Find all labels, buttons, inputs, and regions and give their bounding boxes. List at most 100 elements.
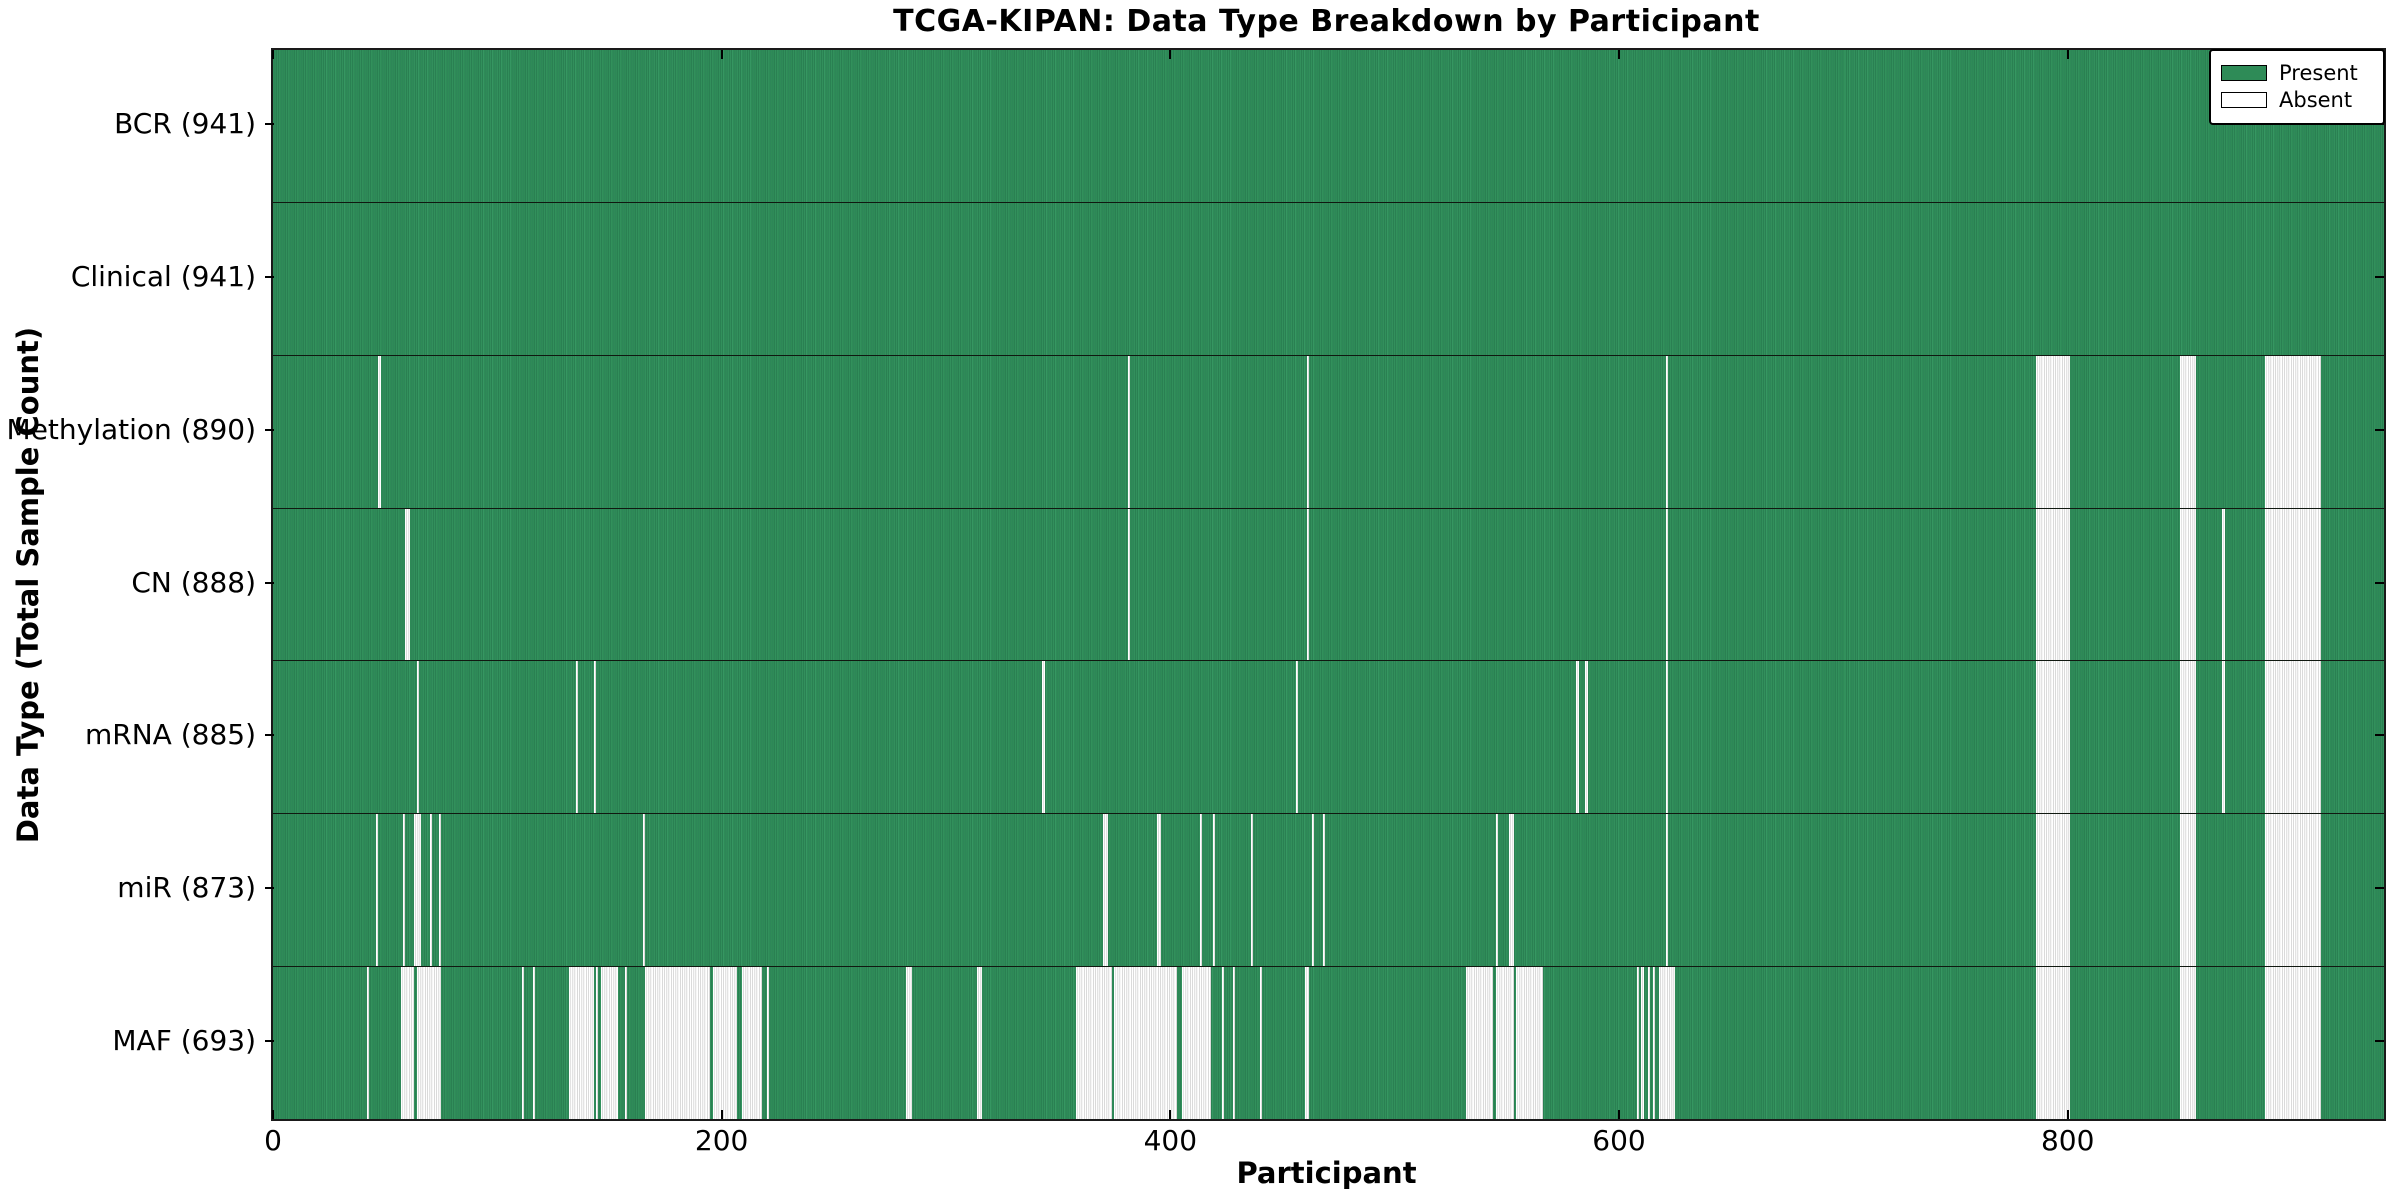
absent-block bbox=[1576, 661, 1579, 814]
x-tick-mark bbox=[1618, 1110, 1620, 1119]
x-tick-mark bbox=[272, 50, 274, 59]
absent-block bbox=[1251, 814, 1254, 967]
absent-block bbox=[1641, 967, 1644, 1120]
absent-block bbox=[2179, 661, 2196, 814]
absent-block bbox=[416, 967, 442, 1120]
absent-block bbox=[643, 814, 646, 967]
row-band-BCR bbox=[273, 50, 2384, 202]
x-tick-label: 600 bbox=[1592, 1124, 1646, 1157]
absent-block bbox=[2265, 355, 2322, 508]
y-tick-label: Methylation (890) bbox=[6, 412, 256, 446]
legend: Present Absent bbox=[2209, 49, 2385, 125]
y-tick-mark bbox=[265, 276, 274, 279]
x-tick-mark bbox=[1618, 50, 1620, 59]
absent-block bbox=[712, 967, 738, 1120]
absent-block bbox=[2036, 508, 2070, 661]
absent-block bbox=[376, 814, 379, 967]
absent-block bbox=[367, 967, 370, 1120]
x-tick-mark bbox=[1169, 1110, 1172, 1119]
y-tick-label: MAF (693) bbox=[112, 1023, 256, 1057]
absent-block bbox=[1156, 814, 1162, 967]
absent-block bbox=[2265, 814, 2322, 967]
absent-block bbox=[1466, 967, 1494, 1120]
absent-block bbox=[625, 967, 628, 1120]
absent-block bbox=[522, 967, 525, 1120]
absent-block bbox=[2036, 661, 2070, 814]
absent-block bbox=[1304, 967, 1310, 1120]
chart-title: TCGA-KIPAN: Data Type Breakdown by Parti… bbox=[893, 4, 1760, 39]
y-tick-mark bbox=[2375, 734, 2384, 737]
absent-block bbox=[766, 967, 769, 1120]
legend-item-present: Present bbox=[2221, 61, 2373, 85]
x-tick-label: 200 bbox=[694, 1124, 749, 1157]
absent-block bbox=[1515, 967, 1543, 1120]
y-tick-mark bbox=[265, 428, 274, 431]
legend-item-absent: Absent bbox=[2221, 88, 2373, 112]
y-tick-label: mRNA (885) bbox=[84, 718, 256, 752]
absent-block bbox=[977, 967, 982, 1120]
x-tick-mark bbox=[720, 50, 723, 59]
absent-block bbox=[1659, 967, 1676, 1120]
absent-block bbox=[1311, 814, 1314, 967]
plot-area: Present Absent bbox=[271, 48, 2386, 1121]
x-tick-label: 0 bbox=[264, 1124, 282, 1157]
absent-block bbox=[1042, 661, 1045, 814]
absent-block bbox=[2265, 661, 2322, 814]
absent-block bbox=[405, 508, 410, 661]
absent-block bbox=[575, 661, 579, 814]
legend-swatch-present-icon bbox=[2221, 65, 2267, 81]
absent-block bbox=[2179, 508, 2196, 661]
absent-block bbox=[1666, 661, 1669, 814]
absent-block bbox=[414, 814, 422, 967]
absent-block bbox=[1199, 814, 1202, 967]
absent-block bbox=[600, 967, 619, 1120]
absent-block bbox=[2179, 355, 2196, 508]
absent-block bbox=[1666, 508, 1669, 661]
absent-block bbox=[533, 967, 536, 1120]
y-tick-mark bbox=[2375, 428, 2384, 431]
absent-block bbox=[1636, 967, 1640, 1120]
row-band-miR bbox=[273, 813, 2384, 967]
y-tick-mark bbox=[2375, 1039, 2384, 1042]
absent-block bbox=[1127, 355, 1130, 508]
y-tick-mark bbox=[2375, 581, 2384, 584]
absent-block bbox=[1181, 967, 1211, 1120]
absent-block bbox=[2222, 508, 2225, 661]
absent-block bbox=[416, 661, 419, 814]
absent-block bbox=[2036, 967, 2070, 1120]
absent-block bbox=[1648, 967, 1651, 1120]
absent-block bbox=[1495, 967, 1514, 1120]
absent-block bbox=[569, 967, 594, 1120]
absent-block bbox=[1295, 661, 1299, 814]
x-tick-label: 400 bbox=[1143, 1124, 1198, 1157]
absent-block bbox=[2036, 814, 2070, 967]
x-tick-mark bbox=[2066, 1110, 2069, 1119]
legend-swatch-absent-icon bbox=[2221, 92, 2267, 108]
y-tick-mark bbox=[265, 886, 274, 889]
y-tick-mark bbox=[2375, 276, 2384, 279]
y-tick-label: CN (888) bbox=[131, 565, 256, 599]
absent-block bbox=[1212, 814, 1216, 967]
y-tick-mark bbox=[2375, 886, 2384, 889]
row-band-mRNA bbox=[273, 660, 2384, 814]
y-tick-mark bbox=[265, 581, 274, 584]
row-band-CN bbox=[273, 507, 2384, 661]
absent-block bbox=[2036, 355, 2070, 508]
absent-block bbox=[2179, 814, 2196, 967]
absent-block bbox=[1666, 355, 1669, 508]
x-tick-mark bbox=[720, 1110, 723, 1119]
y-tick-label: Clinical (941) bbox=[70, 260, 256, 294]
absent-block bbox=[400, 967, 415, 1120]
x-tick-label: 800 bbox=[2040, 1124, 2095, 1157]
row-band-Clinical bbox=[273, 201, 2384, 355]
absent-block bbox=[430, 814, 433, 967]
absent-block bbox=[403, 814, 406, 967]
x-axis-title: Participant bbox=[1236, 1156, 1417, 1190]
legend-label-present: Present bbox=[2279, 61, 2358, 85]
x-tick-mark bbox=[272, 1110, 274, 1119]
y-tick-label: BCR (941) bbox=[114, 107, 256, 141]
absent-block bbox=[2265, 967, 2322, 1120]
y-tick-mark bbox=[265, 1039, 274, 1042]
absent-block bbox=[1495, 814, 1498, 967]
